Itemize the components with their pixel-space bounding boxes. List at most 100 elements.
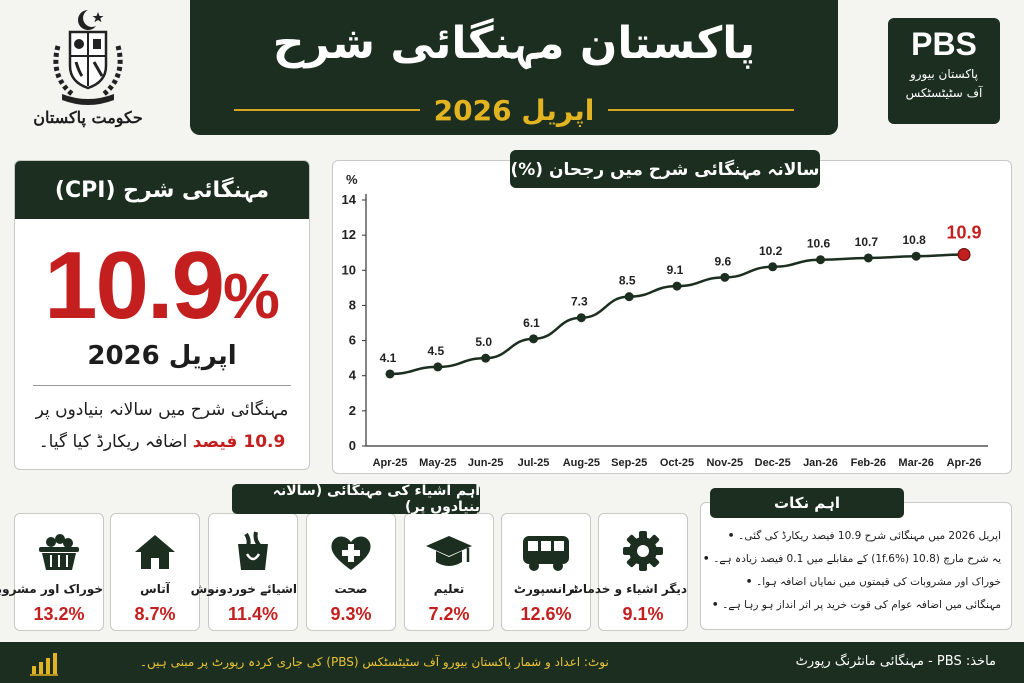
y-tick-label: 12 [342, 227, 356, 242]
data-label: 8.5 [619, 274, 636, 288]
data-label: 9.1 [667, 263, 684, 277]
category-card: دیگر اشیاء و خدمات 9.1% [570, 513, 688, 631]
y-tick-label: 2 [349, 403, 356, 418]
cpi-description-rest: اضافہ ریکارڈ کیا گیا۔ [38, 432, 193, 452]
x-tick-label: Feb-26 [851, 457, 886, 469]
data-point [576, 313, 586, 323]
x-tick-label: Oct-25 [660, 457, 694, 469]
pbs-abbreviation: PBS [911, 26, 977, 62]
y-tick-label: 6 [349, 333, 356, 348]
data-label: 5.0 [475, 335, 492, 349]
bar-chart-icon [30, 653, 58, 676]
category-value: 8.7% [134, 604, 176, 624]
category-value: 13.2% [33, 604, 85, 624]
key-point-item: مہنگائی میں اضافہ عوام کی قوت خرید پر اث… [709, 594, 1001, 617]
category-label: خوراک اور مشروبات [0, 582, 103, 596]
grocery-bag-icon [209, 514, 297, 578]
cpi-month: اپریل 2026 [87, 341, 237, 371]
key-point-item: خوراک اور مشروبات کی قیمتوں میں نمایاں ا… [709, 571, 1001, 594]
x-tick-label: Jul-25 [518, 457, 550, 469]
x-tick-label: Apr-26 [947, 457, 982, 469]
pbs-logo-box: PBS پاکستان بیورو آف سٹیٹسٹکس [888, 18, 1000, 124]
data-point [957, 247, 971, 261]
category-label: آتاس [140, 582, 170, 596]
x-tick-label: Apr-25 [373, 457, 408, 469]
inflation-trend-chart: % 0 2 4 6 8 10 12 14 Apr-25 May-25 Jun-25 Jul-25 Aug-… [342, 172, 988, 469]
title-banner: پاکستان مہنگائی شرح اپریل 2026 [190, 0, 838, 135]
category-value: 12.6% [520, 604, 572, 624]
x-tick-label: Nov-25 [706, 457, 743, 469]
category-value: 11.4% [227, 604, 279, 624]
data-label: 10.9 [946, 222, 981, 242]
category-label: صحت [334, 582, 368, 596]
footer-source: ماخذ: PBS - مہنگائی مانٹرنگ رپورٹ [795, 654, 996, 669]
graduation-cap-icon [405, 514, 493, 578]
cpi-divider [33, 385, 291, 386]
subtitle-row: اپریل 2026 [220, 94, 808, 127]
pbs-name-line1: پاکستان بیورو [909, 67, 979, 81]
cpi-value: 10.9% [15, 231, 309, 341]
data-point [768, 262, 778, 272]
data-point [816, 255, 825, 265]
category-card: صحت 9.3% [306, 513, 396, 631]
data-point [911, 251, 921, 261]
bus-icon [502, 514, 590, 578]
data-point [863, 253, 873, 263]
y-tick-label: 8 [349, 297, 356, 312]
data-point [385, 369, 395, 379]
health-heart-icon [307, 514, 395, 578]
x-tick-label: Sep-25 [611, 457, 647, 469]
category-card: تعلیم 7.2% [404, 513, 494, 631]
category-value: 9.3% [330, 604, 372, 624]
category-card: خوراک اور مشروبات 13.2% [0, 513, 104, 631]
cpi-card: مہنگائی شرح (CPI) 10.9% اپریل 2026 مہنگا… [14, 160, 310, 470]
pakistan-emblem-icon [53, 10, 123, 105]
category-value: 9.1% [622, 604, 664, 624]
key-points-panel: اپریل 2026 میں مہنگائی شرح 10.9 فیصد ریک… [700, 502, 1012, 630]
data-point [672, 281, 682, 291]
page-title: پاکستان مہنگائی شرح [272, 18, 756, 69]
category-label: تعلیم [433, 582, 465, 596]
data-label: 10.2 [759, 244, 783, 258]
data-label: 10.7 [855, 235, 879, 249]
gear-icon [599, 514, 687, 578]
cpi-description-line1: مہنگائی شرح میں سالانہ بنیادوں پر [35, 400, 289, 420]
divider-right [608, 109, 795, 111]
y-tick-label: 0 [349, 438, 356, 453]
category-card: اشیائے خوردونوش 11.4% [190, 513, 298, 631]
y-tick-label: 4 [349, 368, 357, 383]
x-tick-label: Dec-25 [755, 457, 791, 469]
x-tick-label: Aug-25 [563, 457, 600, 469]
x-tick-label: Mar-26 [898, 457, 933, 469]
data-label: 6.1 [523, 316, 540, 330]
y-tick-label: 10 [342, 262, 356, 277]
data-label: 7.3 [571, 295, 588, 309]
data-label: 10.8 [902, 233, 926, 247]
category-value: 7.2% [428, 604, 470, 624]
food-basket-icon [15, 514, 103, 578]
data-label: 4.1 [380, 351, 397, 365]
house-icon [111, 514, 199, 578]
cpi-card-heading: مہنگائی شرح (CPI) [15, 161, 309, 219]
category-card: ٹرانسپورٹ 12.6% [501, 513, 591, 631]
key-points-title: اہم نکات [710, 488, 904, 518]
data-label: 9.6 [714, 254, 731, 268]
pbs-name-line2: آف سٹیٹسٹکس [905, 86, 983, 100]
category-label: دیگر اشیاء و خدمات [570, 582, 687, 596]
x-tick-label: Jun-25 [468, 457, 503, 469]
category-label: اشیائے خوردونوش [190, 582, 297, 596]
items-section-title: اہم اشیاء کی مہنگائی (سالانہ بنیادوں پر) [232, 483, 480, 515]
cpi-value-number: 10.9 [44, 232, 225, 339]
data-point [720, 272, 730, 282]
cpi-description-line2: 10.9 فیصد اضافہ ریکارڈ کیا گیا۔ [15, 426, 309, 458]
key-point-item: اپریل 2026 میں مہنگائی شرح 10.9 فیصد ریک… [709, 525, 1001, 548]
cpi-value-percent: % [222, 260, 280, 332]
chart-title: سالانہ مہنگائی شرح میں رجحان (%) [510, 150, 820, 188]
category-label: ٹرانسپورٹ [513, 582, 579, 596]
key-point-item: یہ شرح مارچ (10.8 (1f.6%) کے مقابلے میں … [709, 548, 1001, 571]
data-point [481, 353, 491, 363]
data-label: 4.5 [427, 344, 444, 358]
government-emblem: حکومت پاکستان [18, 6, 158, 144]
footer-note: نوٹ: اعداد و شمار پاکستان بیورو آف سٹیٹس… [140, 655, 609, 669]
y-tick-label: 14 [342, 192, 357, 207]
